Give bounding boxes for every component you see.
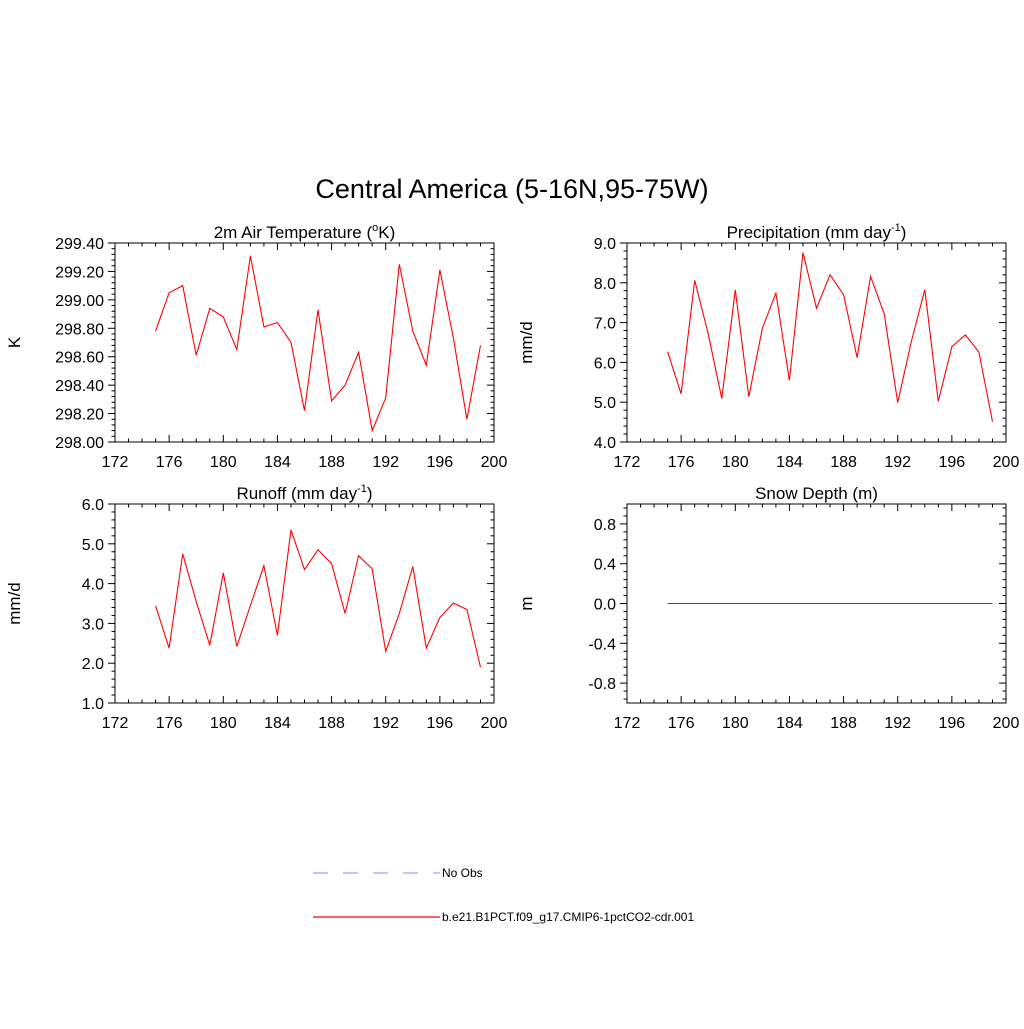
figure-title: Central America (5-16N,95-75W) bbox=[315, 174, 708, 204]
panel-title: 2m Air Temperature (oK) bbox=[214, 222, 396, 242]
panel-precipitation: 172 176 180 184 188 192 196 200 4.0 5.0 6.0 7.0 8.0 9… bbox=[517, 222, 1019, 471]
x-tick-label: 176 bbox=[156, 715, 183, 732]
x-tick-label: 184 bbox=[264, 715, 291, 732]
y-tick-label: 299.00 bbox=[55, 293, 104, 310]
y-tick-label: 5.0 bbox=[82, 537, 104, 554]
x-tick-label: 192 bbox=[372, 454, 399, 471]
x-tick-label: 180 bbox=[210, 454, 237, 471]
y-tick-label: 7.0 bbox=[594, 316, 616, 333]
y-axis-label: mm/d bbox=[517, 321, 536, 364]
legend-label-no-obs: No Obs bbox=[442, 866, 483, 880]
y-tick-label: 6.0 bbox=[594, 355, 616, 372]
series-line-air-temperature bbox=[155, 255, 482, 433]
x-tick-label: 196 bbox=[939, 715, 966, 732]
x-tick-label: 200 bbox=[481, 454, 508, 471]
y-axis-label: m bbox=[517, 596, 536, 610]
y-tick-label: 299.40 bbox=[55, 236, 104, 253]
y-tick-label: 298.80 bbox=[55, 321, 104, 338]
y-tick-label: 2.0 bbox=[82, 656, 104, 673]
y-tick-label: 8.0 bbox=[594, 276, 616, 293]
x-tick-label: 200 bbox=[481, 715, 508, 732]
y-tick-label: 9.0 bbox=[594, 236, 616, 253]
x-tick-label: 192 bbox=[884, 715, 911, 732]
x-tick-label: 176 bbox=[156, 454, 183, 471]
x-tick-label: 192 bbox=[372, 715, 399, 732]
x-tick-label: 184 bbox=[264, 454, 291, 471]
series-line-runoff bbox=[155, 529, 482, 668]
x-tick-label: 196 bbox=[939, 454, 966, 471]
x-tick-label: 192 bbox=[884, 454, 911, 471]
x-tick-label: 172 bbox=[102, 454, 129, 471]
x-tick-label: 180 bbox=[210, 715, 237, 732]
panel-runoff: 172 176 180 184 188 192 196 200 1.0 2.0 3.0 4.0 5.0 6… bbox=[5, 483, 507, 732]
y-tick-label: 0.0 bbox=[594, 597, 616, 614]
x-tick-label: 200 bbox=[993, 715, 1020, 732]
panel-snow-depth: 172 176 180 184 188 192 196 200 -0.8 -0.4 0.0 0.4 0.… bbox=[517, 484, 1019, 732]
x-tick-label: 188 bbox=[318, 715, 345, 732]
y-tick-label: 4.0 bbox=[82, 577, 104, 594]
panel-air-temperature: 172 176 180 184 188 192 196 200 298.00 298.20 298.… bbox=[5, 222, 507, 471]
y-tick-label: 5.0 bbox=[594, 395, 616, 412]
x-tick-label: 188 bbox=[830, 715, 857, 732]
x-tick-label: 180 bbox=[722, 454, 749, 471]
y-tick-label: 1.0 bbox=[82, 696, 104, 713]
x-tick-label: 176 bbox=[668, 715, 695, 732]
panel-title: Runoff (mm day-1) bbox=[236, 483, 372, 503]
y-tick-label: 6.0 bbox=[82, 497, 104, 514]
series-line-precipitation bbox=[667, 252, 994, 422]
y-tick-label: 4.0 bbox=[594, 435, 616, 452]
legend: No Obs b.e21.B1PCT.f09_g17.CMIP6-1pctCO2… bbox=[313, 866, 694, 924]
y-axis-label: mm/d bbox=[5, 582, 24, 625]
y-tick-label: -0.8 bbox=[588, 676, 616, 693]
y-tick-label: 299.20 bbox=[55, 264, 104, 281]
x-tick-label: 184 bbox=[776, 715, 803, 732]
x-tick-label: 176 bbox=[668, 454, 695, 471]
x-tick-label: 188 bbox=[830, 454, 857, 471]
x-tick-label: 172 bbox=[614, 454, 641, 471]
y-tick-label: 298.60 bbox=[55, 350, 104, 367]
y-tick-label: 0.8 bbox=[594, 517, 616, 534]
x-tick-label: 184 bbox=[776, 454, 803, 471]
panel-title: Precipitation (mm day-1) bbox=[727, 222, 907, 242]
x-tick-label: 172 bbox=[102, 715, 129, 732]
x-tick-label: 188 bbox=[318, 454, 345, 471]
x-tick-label: 180 bbox=[722, 715, 749, 732]
y-tick-label: 298.40 bbox=[55, 378, 104, 395]
y-tick-label: -0.4 bbox=[588, 636, 616, 653]
x-tick-label: 196 bbox=[427, 454, 454, 471]
y-tick-label: 3.0 bbox=[82, 616, 104, 633]
x-tick-label: 196 bbox=[427, 715, 454, 732]
y-tick-label: 298.20 bbox=[55, 407, 104, 424]
y-tick-label: 298.00 bbox=[55, 435, 104, 452]
legend-label-model: b.e21.B1PCT.f09_g17.CMIP6-1pctCO2-cdr.00… bbox=[442, 910, 694, 924]
y-axis-label: K bbox=[5, 336, 24, 348]
x-tick-label: 200 bbox=[993, 454, 1020, 471]
x-tick-label: 172 bbox=[614, 715, 641, 732]
panel-title: Snow Depth (m) bbox=[755, 484, 878, 503]
y-tick-label: 0.4 bbox=[594, 557, 616, 574]
